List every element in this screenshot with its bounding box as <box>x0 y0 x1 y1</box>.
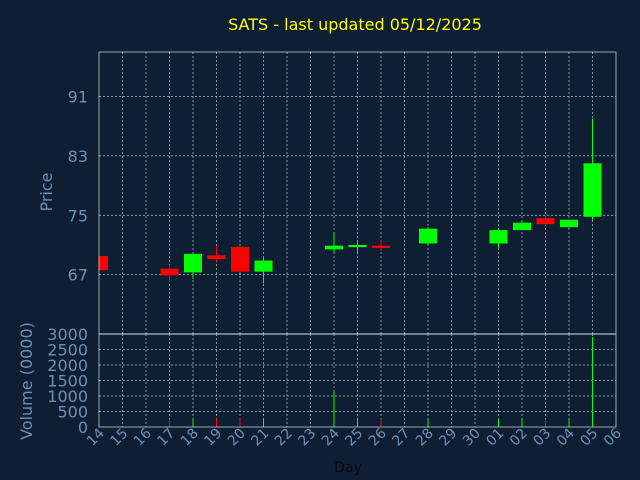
chart-title: SATS - last updated 05/12/2025 <box>228 15 482 34</box>
price-tick-label: 83 <box>68 147 88 166</box>
price-tick-label: 75 <box>68 206 88 225</box>
candle-body <box>372 245 390 248</box>
price-axis-label: Price <box>37 172 56 211</box>
candle-body <box>419 228 437 244</box>
volume-axis-label: Volume (0000) <box>17 322 36 440</box>
volume-tick-label: 2500 <box>47 341 88 360</box>
candle-body <box>231 247 249 272</box>
candle-body <box>184 253 202 273</box>
candle-body <box>583 163 602 217</box>
volume-tick-label: 3000 <box>47 325 88 344</box>
candle-body <box>99 256 108 271</box>
price-panel: 67 75 83 91 Price <box>37 51 617 335</box>
candle-body <box>348 244 367 248</box>
candle-body <box>325 245 343 250</box>
x-tick-labels: 14 15 16 17 18 19 20 21 22 23 24 25 26 27 28 29 30 01 02 03… <box>84 425 625 449</box>
price-grid <box>99 52 616 334</box>
candle-body <box>513 222 531 231</box>
volume-bars <box>98 337 593 427</box>
volume-tick-label: 2000 <box>47 356 88 375</box>
volume-tick-label: 1000 <box>47 387 88 406</box>
candle-body <box>160 268 179 276</box>
price-tick-label: 67 <box>68 266 88 285</box>
candle-body <box>560 219 578 228</box>
volume-tick-label: 1500 <box>47 372 88 391</box>
candle-body <box>254 260 273 272</box>
candles <box>98 118 602 284</box>
price-tick-label: 91 <box>68 88 88 107</box>
x-axis-label: Day <box>334 460 362 476</box>
volume-tick-label: 500 <box>57 403 88 422</box>
price-tick-labels: 67 75 83 91 <box>68 88 88 285</box>
volume-panel-frame <box>98 333 617 428</box>
candle-body <box>207 255 226 260</box>
volume-tick-label: 0 <box>78 418 88 437</box>
candle-body <box>536 218 555 225</box>
candle-body <box>489 230 508 244</box>
